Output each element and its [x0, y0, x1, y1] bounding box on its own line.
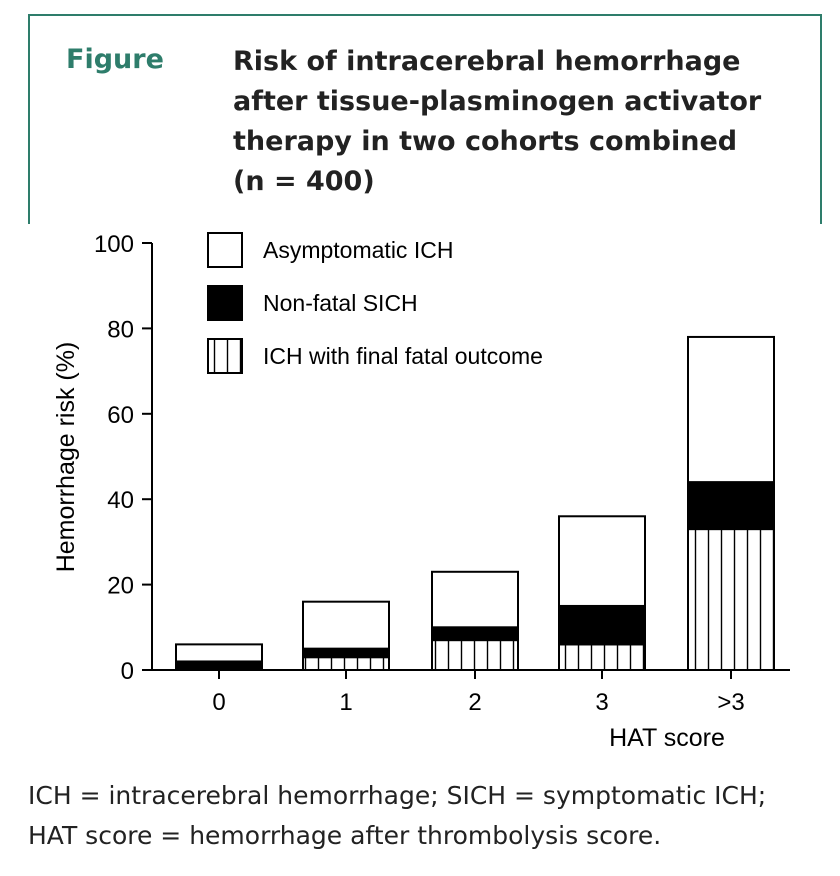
- legend-label-1: Asymptomatic ICH: [263, 237, 453, 263]
- bar-5-series-3: [687, 335, 775, 484]
- legend-label-3: ICH with final fatal outcome: [263, 343, 543, 369]
- figure-label: Figure: [66, 44, 164, 75]
- figure-title: Risk of intracerebral hemorrhage after t…: [233, 46, 762, 197]
- bar-5-series-1: [687, 528, 775, 672]
- footnote-line-1: ICH = intracerebral hemorrhage; SICH = s…: [28, 781, 767, 810]
- footnote: ICH = intracerebral hemorrhage; SICH = s…: [28, 776, 838, 856]
- bar-1-series-3: [175, 643, 263, 663]
- stacked-bar-chart: Hemorrhage risk (%) HAT score 0204060801…: [52, 231, 790, 752]
- x-tick-label-5: >3: [717, 689, 744, 716]
- bar-3-series-1: [431, 639, 519, 671]
- x-axis-label: HAT score: [609, 724, 725, 752]
- bar-4-series-1: [558, 643, 646, 672]
- y-tick-label-5: 80: [107, 316, 134, 343]
- bar-3-series-3: [431, 570, 519, 629]
- y-tick-label-1: 0: [121, 658, 134, 685]
- legend-swatch-1: [207, 232, 243, 268]
- x-tick-label-3: 2: [468, 689, 481, 716]
- y-axis-label: Hemorrhage risk (%): [52, 342, 80, 573]
- x-tick-label-2: 1: [339, 689, 352, 716]
- y-tick-label-3: 40: [107, 487, 134, 514]
- bar-5-series-2: [687, 481, 775, 531]
- x-tick-label-4: 3: [595, 689, 608, 716]
- x-tick-label-1: 0: [212, 689, 225, 716]
- bar-2-series-2: [302, 647, 390, 659]
- legend-label-2: Non-fatal SICH: [263, 290, 418, 316]
- y-tick-label-6: 100: [94, 231, 134, 258]
- bar-2-series-1: [302, 656, 390, 672]
- legend-swatch-3: [207, 338, 243, 374]
- legend-swatch-2: [207, 285, 243, 321]
- bar-4-series-2: [558, 604, 646, 646]
- y-tick-label-2: 20: [107, 573, 134, 600]
- bar-3-series-2: [431, 626, 519, 642]
- bar-2-series-3: [302, 600, 390, 650]
- figure-frame: [28, 14, 822, 224]
- bar-4-series-3: [558, 515, 646, 607]
- footnote-line-2: HAT score = hemorrhage after thrombolysi…: [28, 821, 662, 850]
- y-tick-label-4: 60: [107, 402, 134, 429]
- bar-1-series-2: [175, 660, 263, 672]
